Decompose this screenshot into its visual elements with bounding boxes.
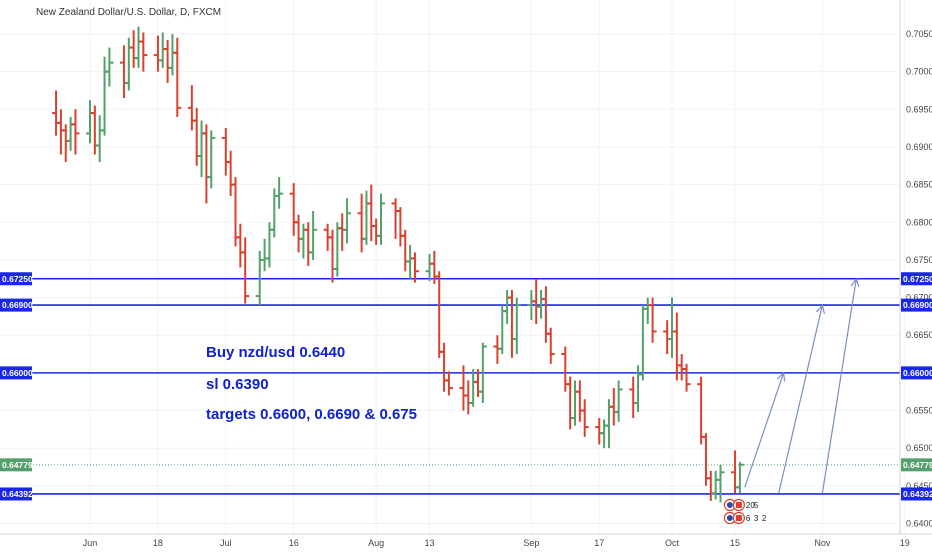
projection-arrow xyxy=(744,373,784,488)
price-tag-right-text: 0.64392 xyxy=(903,489,932,499)
price-tag-left xyxy=(0,272,32,286)
x-tick-label: Jul xyxy=(220,538,232,548)
price-tag-right-text: 0.64779 xyxy=(903,460,932,470)
horizontal-levels xyxy=(0,277,900,495)
price-tag-right xyxy=(901,272,932,286)
time-axis[interactable]: Jun 18 Jul 16 Aug 13 Sep 17 Oct 15 Nov 19 xyxy=(83,538,910,548)
x-tick-label: 19 xyxy=(900,538,910,548)
price-tags: 0.67250 0.67250 0.66900 0.66900 0.66000 0.660… xyxy=(0,272,932,501)
ohlc-bar xyxy=(377,193,385,245)
x-tick-label: Nov xyxy=(814,538,831,548)
ohlc-bar xyxy=(309,210,318,260)
annotation-stop-loss: sl 0.6390 xyxy=(206,376,269,393)
flag-icon-inner xyxy=(726,502,733,508)
projection-arrow xyxy=(821,279,856,494)
price-tag-right xyxy=(901,458,932,472)
price-tag-right xyxy=(901,487,932,501)
event-marker-label: 20 xyxy=(746,501,755,510)
price-tag-right-text: 0.66900 xyxy=(903,300,932,310)
price-tag-right xyxy=(901,366,932,380)
flag-icon-inner xyxy=(726,515,733,521)
event-marker[interactable]: 20 5 xyxy=(723,498,759,512)
ohlc-bar xyxy=(343,198,352,244)
ohlc-bar xyxy=(682,363,691,392)
ohlc-bar xyxy=(614,380,623,422)
event-marker-label: 3 xyxy=(754,514,759,523)
ohlc-bar xyxy=(410,252,419,283)
event-marker-label: 5 xyxy=(754,501,759,510)
event-marker-label: 2 xyxy=(762,514,767,523)
ohlc-bar xyxy=(173,37,182,117)
price-tag-right-text: 0.67250 xyxy=(903,274,932,284)
projection-arrows xyxy=(744,279,857,494)
flag-icon-stripes xyxy=(735,515,742,521)
ohlc-bar xyxy=(512,297,521,355)
x-tick-label: 13 xyxy=(424,538,434,548)
flag-icon-stripes xyxy=(735,502,742,508)
ohlc-bar xyxy=(735,461,744,494)
x-tick-label: Sep xyxy=(523,538,539,548)
ohlc-bar xyxy=(207,130,216,189)
chart-title: New Zealand Dollar/U.S. Dollar, D, FXCM xyxy=(36,7,221,18)
ohlc-bar xyxy=(241,237,250,304)
price-tag-left-text: 0.66900 xyxy=(2,300,33,310)
grid xyxy=(0,0,906,534)
x-tick-label: 16 xyxy=(289,538,299,548)
price-tag-left xyxy=(0,487,32,501)
price-tag-right xyxy=(901,298,932,312)
x-tick-label: Oct xyxy=(665,538,680,548)
ohlc-bar xyxy=(580,399,589,437)
ohlc-bar xyxy=(105,47,114,87)
event-markers: 20 56 3 2 xyxy=(723,498,767,525)
x-tick-label: 15 xyxy=(730,538,740,548)
ohlc-bar xyxy=(716,464,725,503)
ohlc-bars xyxy=(52,26,744,503)
ohlc-bar xyxy=(71,109,80,155)
ohlc-bar xyxy=(478,342,487,404)
ohlc-bar xyxy=(275,177,284,209)
ohlc-bar xyxy=(444,371,453,396)
x-tick-label: 18 xyxy=(153,538,163,548)
annotation-block: Buy nzd/usd 0.6440 sl 0.6390 targets 0.6… xyxy=(206,344,417,423)
price-tag-left xyxy=(0,298,32,312)
ohlc-bar xyxy=(546,327,555,364)
annotation-targets: targets 0.6600, 0.6690 & 0.675 xyxy=(206,406,417,423)
annotation-entry: Buy nzd/usd 0.6440 xyxy=(206,344,345,361)
price-tag-left-text: 0.67250 xyxy=(2,274,33,284)
price-tag-left xyxy=(0,458,32,472)
ohlc-bar xyxy=(648,297,657,343)
x-tick-label: Aug xyxy=(368,538,384,548)
x-tick-label: Jun xyxy=(83,538,98,548)
price-tag-right-text: 0.66000 xyxy=(903,368,932,378)
ohlc-bar xyxy=(139,32,148,72)
price-tag-left-text: 0.64779 xyxy=(2,460,33,470)
y-tick-label: 0.64000 xyxy=(906,519,932,529)
x-tick-label: 17 xyxy=(594,538,604,548)
price-tag-left xyxy=(0,366,32,380)
projection-arrow xyxy=(778,305,823,494)
event-marker-label: 6 xyxy=(746,514,751,523)
price-tag-left-text: 0.64392 xyxy=(2,489,33,499)
price-tag-left-text: 0.66000 xyxy=(2,368,33,378)
